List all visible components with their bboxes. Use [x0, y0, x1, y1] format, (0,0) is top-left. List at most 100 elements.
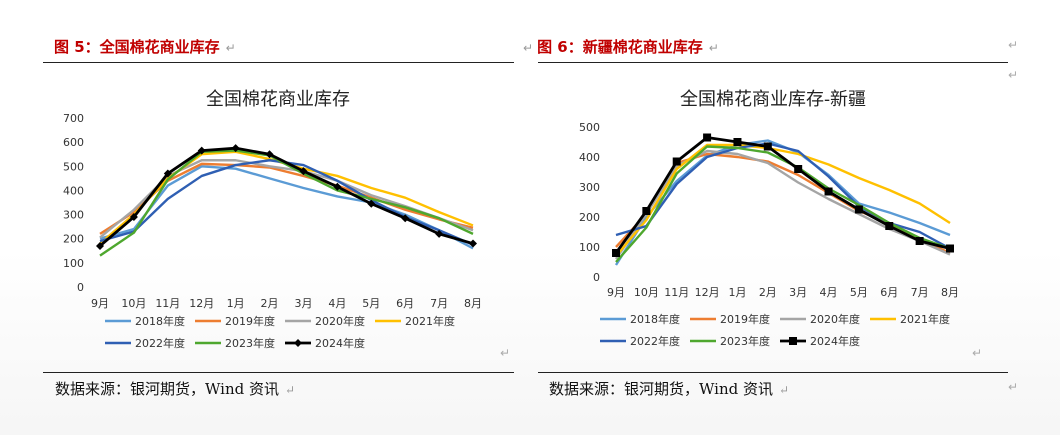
x-tick-label: 1月: [227, 297, 245, 310]
data-point: [401, 214, 410, 223]
legend-label: 2021年度: [900, 312, 950, 326]
series-line: [615, 143, 951, 257]
paragraph-mark: ↵: [500, 346, 511, 360]
data-point: [333, 182, 342, 191]
x-tick-label: 12月: [695, 286, 720, 299]
series-2021年度: [615, 143, 951, 257]
series-2020年度: [615, 149, 951, 260]
x-tick-label: 2月: [261, 297, 279, 310]
legend-marker: [789, 337, 797, 345]
y-tick-label: 300: [579, 181, 600, 194]
y-tick-label: 600: [63, 136, 84, 149]
series-2023年度: [615, 145, 951, 263]
legend-item: 2019年度: [690, 312, 770, 326]
x-tick-label: 9月: [607, 286, 625, 299]
legend-item: 2018年度: [600, 312, 680, 326]
data-point: [163, 169, 172, 178]
chart-xinjiang-cotton-inventory: 全国棉花商业库存-新疆 0 100 200 300 400 500 9月 10月 11月 12月 1月…: [579, 89, 959, 348]
data-point: [824, 187, 833, 196]
series-line: [615, 145, 951, 263]
x-tick-label: 1月: [728, 286, 746, 299]
x-tick-label: 5月: [362, 297, 380, 310]
legend-label: 2024年度: [315, 336, 365, 350]
legend-item: 2023年度: [195, 336, 275, 350]
figure-6-caption: ↵ 图 6：新疆棉花商业库存 ↵: [523, 36, 719, 57]
data-point: [197, 146, 206, 155]
figure-5-top-rule: [43, 62, 514, 63]
legend-item: 2024年度: [780, 334, 860, 348]
background-fade: [0, 250, 1060, 435]
y-tick-label: 700: [63, 112, 84, 125]
y-tick-label: 100: [63, 257, 84, 270]
x-tick-label: 10月: [121, 297, 146, 310]
x-tick-label: 10月: [634, 286, 659, 299]
figure-6-bottom-rule: [538, 372, 1008, 373]
legend-label: 2018年度: [135, 314, 185, 328]
data-point: [642, 207, 651, 215]
y-tick-label: 400: [63, 184, 84, 197]
x-tick-label: 7月: [430, 297, 448, 310]
data-point: [612, 249, 620, 257]
legend-label: 2024年度: [810, 334, 860, 348]
paragraph-mark: ↵: [1008, 38, 1019, 52]
x-tick-label: 11月: [664, 286, 689, 299]
x-tick-label: 12月: [189, 297, 214, 310]
series-line: [99, 149, 474, 257]
legend-item: 2021年度: [375, 314, 455, 328]
x-tick-label: 3月: [789, 286, 807, 299]
chart-national-cotton-inventory: 全国棉花商业库存 0 100 200 300 400 500 600 700 9月 10月 11月 12…: [63, 89, 482, 350]
data-point: [672, 157, 681, 166]
legend-item: 2019年度: [195, 314, 275, 328]
paragraph-mark: ↵: [778, 383, 790, 397]
data-point: [299, 167, 308, 176]
data-point: [265, 150, 274, 159]
legend-label: 2019年度: [225, 314, 275, 328]
x-tick-label: 3月: [294, 297, 312, 310]
y-tick-label: 500: [63, 160, 84, 173]
series-2024年度: [612, 133, 954, 257]
x-tick-label: 4月: [328, 297, 346, 310]
data-point: [885, 222, 894, 230]
paragraph-mark: ↵: [284, 383, 296, 397]
data-point: [794, 165, 803, 173]
legend-item: 2018年度: [105, 314, 185, 328]
figure-5-bottom-rule: [43, 372, 514, 373]
series-2018年度: [99, 165, 474, 250]
legend-item: 2023年度: [690, 334, 770, 348]
series-line: [99, 165, 474, 250]
paragraph-mark: ↵: [225, 41, 236, 55]
legend-label: 2020年度: [810, 312, 860, 326]
series-2024年度: [96, 144, 477, 250]
legend-label: 2023年度: [225, 336, 275, 350]
series-line: [99, 146, 474, 248]
y-tick-label: 400: [579, 151, 600, 164]
paragraph-mark: ↵: [708, 41, 719, 55]
legend-item: 2022年度: [105, 336, 185, 350]
x-tick-label: 6月: [880, 286, 898, 299]
legend-item: 2020年度: [285, 314, 365, 328]
x-tick-label: 11月: [155, 297, 180, 310]
y-tick-label: 0: [593, 271, 600, 284]
data-point: [469, 239, 477, 248]
figure-5-caption: 图 5：全国棉花商业库存 ↵: [54, 36, 236, 57]
x-tick-label: 2月: [759, 286, 777, 299]
paragraph-mark: ↵: [1008, 380, 1019, 394]
paragraph-mark: ↵: [1008, 68, 1019, 82]
legend-item: 2020年度: [780, 312, 860, 326]
series-line: [614, 136, 951, 254]
x-tick-label: 9月: [91, 297, 109, 310]
legend-marker: [294, 339, 302, 347]
data-point: [915, 237, 924, 245]
figure-6-source: 数据来源：银河期货，Wind 资讯 ↵: [549, 378, 789, 399]
y-tick-label: 300: [63, 209, 84, 222]
data-point: [129, 212, 138, 221]
legend-label: 2018年度: [630, 312, 680, 326]
legend-label: 2021年度: [405, 314, 455, 328]
x-tick-label: 7月: [911, 286, 929, 299]
data-point: [733, 138, 742, 146]
figure-5-source-text: 数据来源：银河期货，Wind 资讯: [55, 380, 279, 398]
paragraph-mark: ↵: [523, 41, 534, 55]
paragraph-mark: ↵: [972, 346, 983, 360]
figure-6-source-text: 数据来源：银河期货，Wind 资讯: [549, 380, 773, 398]
data-point: [854, 205, 863, 214]
